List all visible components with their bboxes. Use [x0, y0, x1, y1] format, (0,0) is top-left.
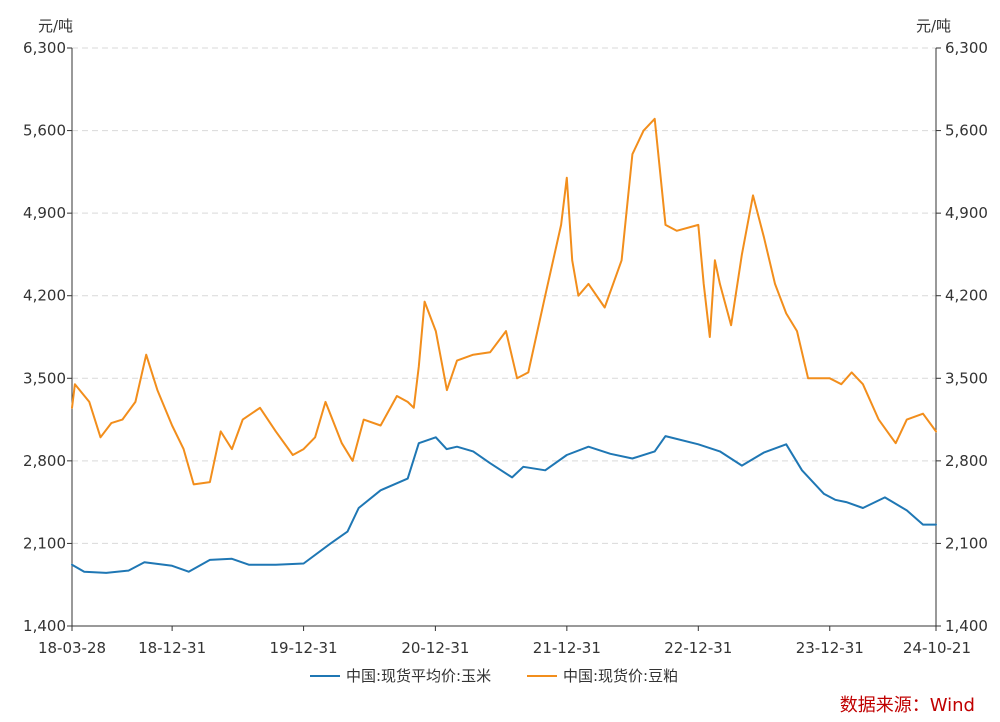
grid-lines: [72, 47, 936, 544]
y-tick-label-left: 4,900: [23, 204, 66, 222]
x-tick-label: 21-12-31: [533, 639, 601, 657]
y-tick-label-left: 6,300: [23, 39, 66, 57]
y-tick-label-right: 3,500: [945, 369, 988, 387]
legend: 中国:现货平均价:玉米 中国:现货价:豆粕: [310, 667, 678, 685]
y-tick-label-right: 2,100: [945, 534, 988, 552]
x-tick-label: 20-12-31: [401, 639, 469, 657]
x-tick-label: 19-12-31: [270, 639, 338, 657]
y-tick-label-right: 4,200: [945, 287, 988, 305]
axes: 1,400 1,400 2,100 2,100 2,800 2,800 3,500 3,500…: [23, 39, 988, 657]
x-tick-label: 18-03-28: [38, 639, 106, 657]
series-line-0: [71, 435, 937, 574]
legend-label-1: 中国:现货价:豆粕: [563, 667, 678, 685]
series-line-1: [71, 117, 937, 486]
y-axis-unit-left: 元/吨: [38, 17, 73, 35]
y-tick-label-right: 1,400: [945, 617, 988, 635]
y-tick-label-left: 3,500: [23, 369, 66, 387]
x-tick-label: 23-12-31: [796, 639, 864, 657]
legend-label-0: 中国:现货平均价:玉米: [346, 667, 491, 685]
y-tick-label-right: 5,600: [945, 122, 988, 140]
y-tick-label-left: 1,400: [23, 617, 66, 635]
y-tick-label-right: 2,800: [945, 452, 988, 470]
y-tick-label-left: 5,600: [23, 122, 66, 140]
y-tick-label-right: 6,300: [945, 39, 988, 57]
data-source-label: 数据来源：Wind: [840, 695, 975, 716]
x-tick-label: 18-12-31: [138, 639, 206, 657]
y-tick-label-left: 4,200: [23, 287, 66, 305]
y-tick-label-right: 4,900: [945, 204, 988, 222]
y-axis-unit-right: 元/吨: [916, 17, 951, 35]
x-tick-label: 24-10-21: [903, 639, 971, 657]
series-lines: [71, 117, 937, 574]
y-tick-label-left: 2,800: [23, 452, 66, 470]
y-tick-label-left: 2,100: [23, 534, 66, 552]
x-tick-label: 22-12-31: [664, 639, 732, 657]
